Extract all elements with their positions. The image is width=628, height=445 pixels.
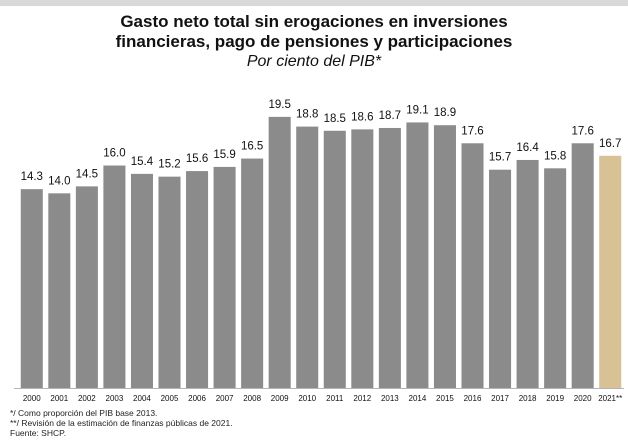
bar-2019 <box>544 168 567 388</box>
value-label-2005: 15.2 <box>158 159 180 171</box>
x-tick-2003: 2003 <box>106 394 124 403</box>
value-label-2010: 18.8 <box>296 109 318 121</box>
value-label-2017: 15.7 <box>489 152 511 164</box>
x-tick-2014: 2014 <box>409 394 427 403</box>
value-label-2001: 14.0 <box>48 175 70 187</box>
bar-2006 <box>186 171 209 388</box>
value-label-2020: 17.6 <box>571 125 593 137</box>
value-label-2011: 18.5 <box>324 113 346 125</box>
bar-2015 <box>433 125 456 388</box>
value-label-2003: 16.0 <box>103 148 125 160</box>
footnotes: */ Como proporción del PIB base 2013. **… <box>10 408 610 438</box>
bar-2020 <box>571 143 594 388</box>
bar-2002 <box>75 186 98 388</box>
x-tick-2002: 2002 <box>78 394 96 403</box>
value-label-2019: 15.8 <box>544 150 566 162</box>
bar-2012 <box>351 129 374 388</box>
bar-2001 <box>48 193 71 388</box>
bar-2013 <box>378 127 401 388</box>
x-tick-2005: 2005 <box>161 394 179 403</box>
x-tick-2004: 2004 <box>133 394 151 403</box>
x-tick-2006: 2006 <box>188 394 206 403</box>
x-tick-2017: 2017 <box>491 394 509 403</box>
value-label-2000: 14.3 <box>21 171 43 183</box>
bar-2009 <box>268 116 291 389</box>
value-label-2006: 15.6 <box>186 153 208 165</box>
x-tick-2001: 2001 <box>50 394 68 403</box>
x-tick-labels-layer: 2000 2001 2002 2003 2004 2005 2006 2007 2008 2009… <box>23 394 622 403</box>
bar-2008 <box>241 158 264 388</box>
x-tick-2008: 2008 <box>243 394 261 403</box>
bar-2010 <box>296 126 319 388</box>
bar-2005 <box>158 176 181 388</box>
x-tick-2020: 2020 <box>574 394 592 403</box>
x-tick-2009: 2009 <box>271 394 289 403</box>
bar-2004 <box>130 173 153 388</box>
bar-2007 <box>213 166 236 388</box>
value-label-2004: 15.4 <box>131 156 154 168</box>
bar-2011 <box>323 130 346 388</box>
chart-title-block: Gasto neto total sin erogaciones en inve… <box>0 12 628 72</box>
footnote-source: Fuente: SHCP. <box>10 428 67 438</box>
x-tick-2015: 2015 <box>436 394 454 403</box>
x-tick-2021: 2021** <box>598 394 622 403</box>
top-rule <box>0 0 628 6</box>
bar-2014 <box>406 122 429 389</box>
x-tick-2007: 2007 <box>216 394 234 403</box>
bar-2017 <box>489 169 512 388</box>
value-label-2018: 16.4 <box>516 142 539 154</box>
value-label-2015: 18.9 <box>434 107 456 119</box>
value-label-2009: 19.5 <box>268 99 290 111</box>
x-tick-2000: 2000 <box>23 394 41 403</box>
footnote-pib-base: */ Como proporción del PIB base 2013. <box>10 408 158 418</box>
chart-subtitle: Por ciento del PIB* <box>246 53 382 70</box>
x-tick-2010: 2010 <box>298 394 316 403</box>
x-tick-2018: 2018 <box>519 394 537 403</box>
bar-2021 <box>599 155 622 388</box>
value-label-2007: 15.9 <box>213 149 235 161</box>
x-tick-2016: 2016 <box>464 394 482 403</box>
value-label-2021: 16.7 <box>599 138 621 150</box>
value-label-2008: 16.5 <box>241 141 263 153</box>
value-label-2002: 14.5 <box>76 168 98 180</box>
value-label-2016: 17.6 <box>461 125 483 137</box>
bar-2018 <box>516 159 539 388</box>
x-tick-2012: 2012 <box>353 394 371 403</box>
value-label-2012: 18.6 <box>351 111 373 123</box>
value-label-2014: 19.1 <box>406 104 428 116</box>
value-label-2013: 18.7 <box>379 110 401 122</box>
x-tick-2013: 2013 <box>381 394 399 403</box>
bar-2000 <box>20 189 43 388</box>
bar-2003 <box>103 165 126 388</box>
chart-title-line-2: financieras, pago de pensiones y partici… <box>115 32 513 51</box>
chart-title-line-1: Gasto neto total sin erogaciones en inve… <box>120 12 508 31</box>
x-tick-2019: 2019 <box>546 394 564 403</box>
bars-layer <box>20 116 622 389</box>
footnote-revision: **/ Revisión de la estimación de finanza… <box>10 418 233 428</box>
x-tick-2011: 2011 <box>326 394 344 403</box>
value-labels-layer: 14.3 14.0 14.5 16.0 15.4 15.2 15.6 15.9 16.5 19.5… <box>21 99 622 187</box>
bar-2016 <box>461 143 484 388</box>
